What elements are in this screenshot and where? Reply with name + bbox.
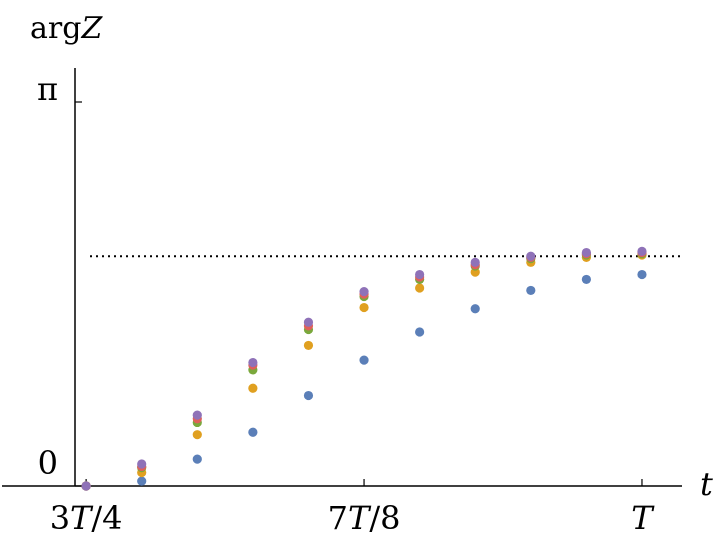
data-point (581, 247, 591, 258)
data-point (526, 251, 536, 261)
data-point (637, 246, 647, 256)
data-point (192, 410, 202, 420)
data-point (637, 269, 647, 280)
data-points (81, 246, 647, 491)
data-point (303, 390, 314, 401)
data-point (303, 317, 314, 327)
data-point (470, 257, 480, 267)
data-point (526, 285, 536, 296)
series-3 (81, 249, 647, 491)
y-axis-label: argZ (30, 11, 103, 46)
x-tick-label: T (631, 499, 655, 537)
data-point (415, 283, 425, 293)
y-tick-label: 0 (38, 444, 58, 482)
data-point (359, 287, 369, 297)
series-2 (81, 250, 647, 491)
data-point (359, 302, 369, 313)
data-point (415, 327, 425, 337)
data-point (248, 383, 258, 393)
data-point (415, 269, 425, 280)
data-point (303, 340, 314, 351)
data-point (248, 427, 258, 437)
series-4 (81, 247, 647, 491)
data-point (192, 454, 202, 464)
data-point (81, 481, 91, 491)
data-point (359, 355, 369, 365)
data-point (248, 357, 258, 368)
x-axis-label: t (700, 465, 713, 503)
data-point (470, 304, 480, 314)
ticks: 3T/4 7T/8 T 0 π (37, 70, 655, 537)
y-tick-label: π (37, 70, 58, 108)
data-point (137, 476, 147, 486)
x-tick-label: 3T/4 (50, 499, 123, 537)
x-tick-label: 7T/8 (328, 499, 401, 537)
series-1 (81, 269, 647, 491)
data-point (192, 430, 202, 440)
data-point (137, 459, 147, 469)
axes (2, 68, 682, 487)
data-point (581, 274, 591, 285)
series-5 (81, 246, 647, 491)
